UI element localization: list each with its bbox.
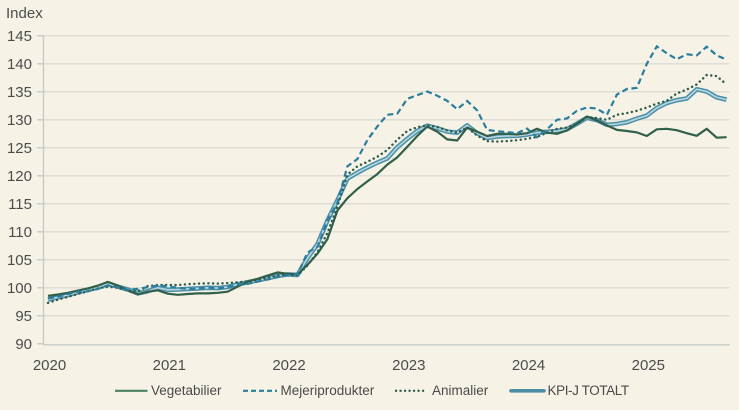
svg-text:2025: 2025 [632, 357, 665, 374]
svg-text:140: 140 [7, 56, 32, 73]
svg-text:Mejeriprodukter: Mejeriprodukter [281, 383, 375, 398]
svg-text:KPI-J TOTALT: KPI-J TOTALT [548, 383, 629, 398]
svg-text:2022: 2022 [272, 357, 305, 374]
svg-text:90: 90 [15, 336, 32, 353]
svg-text:125: 125 [7, 140, 32, 157]
svg-text:Animalier: Animalier [432, 383, 489, 398]
svg-text:105: 105 [7, 252, 32, 269]
svg-text:2024: 2024 [512, 357, 545, 374]
svg-text:115: 115 [8, 196, 32, 213]
svg-text:2023: 2023 [392, 357, 425, 374]
svg-text:145: 145 [7, 28, 32, 45]
svg-text:2020: 2020 [33, 357, 66, 374]
svg-text:100: 100 [7, 280, 32, 297]
svg-text:110: 110 [8, 224, 32, 241]
svg-text:Vegetabilier: Vegetabilier [151, 383, 222, 398]
svg-text:130: 130 [7, 112, 32, 129]
svg-text:135: 135 [7, 84, 32, 101]
svg-text:Index: Index [6, 5, 43, 22]
svg-text:95: 95 [15, 308, 32, 325]
svg-text:2021: 2021 [153, 357, 186, 374]
svg-text:120: 120 [7, 168, 32, 185]
